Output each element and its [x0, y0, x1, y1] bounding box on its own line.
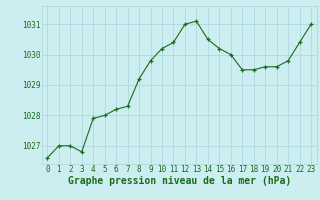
X-axis label: Graphe pression niveau de la mer (hPa): Graphe pression niveau de la mer (hPa) — [68, 176, 291, 186]
